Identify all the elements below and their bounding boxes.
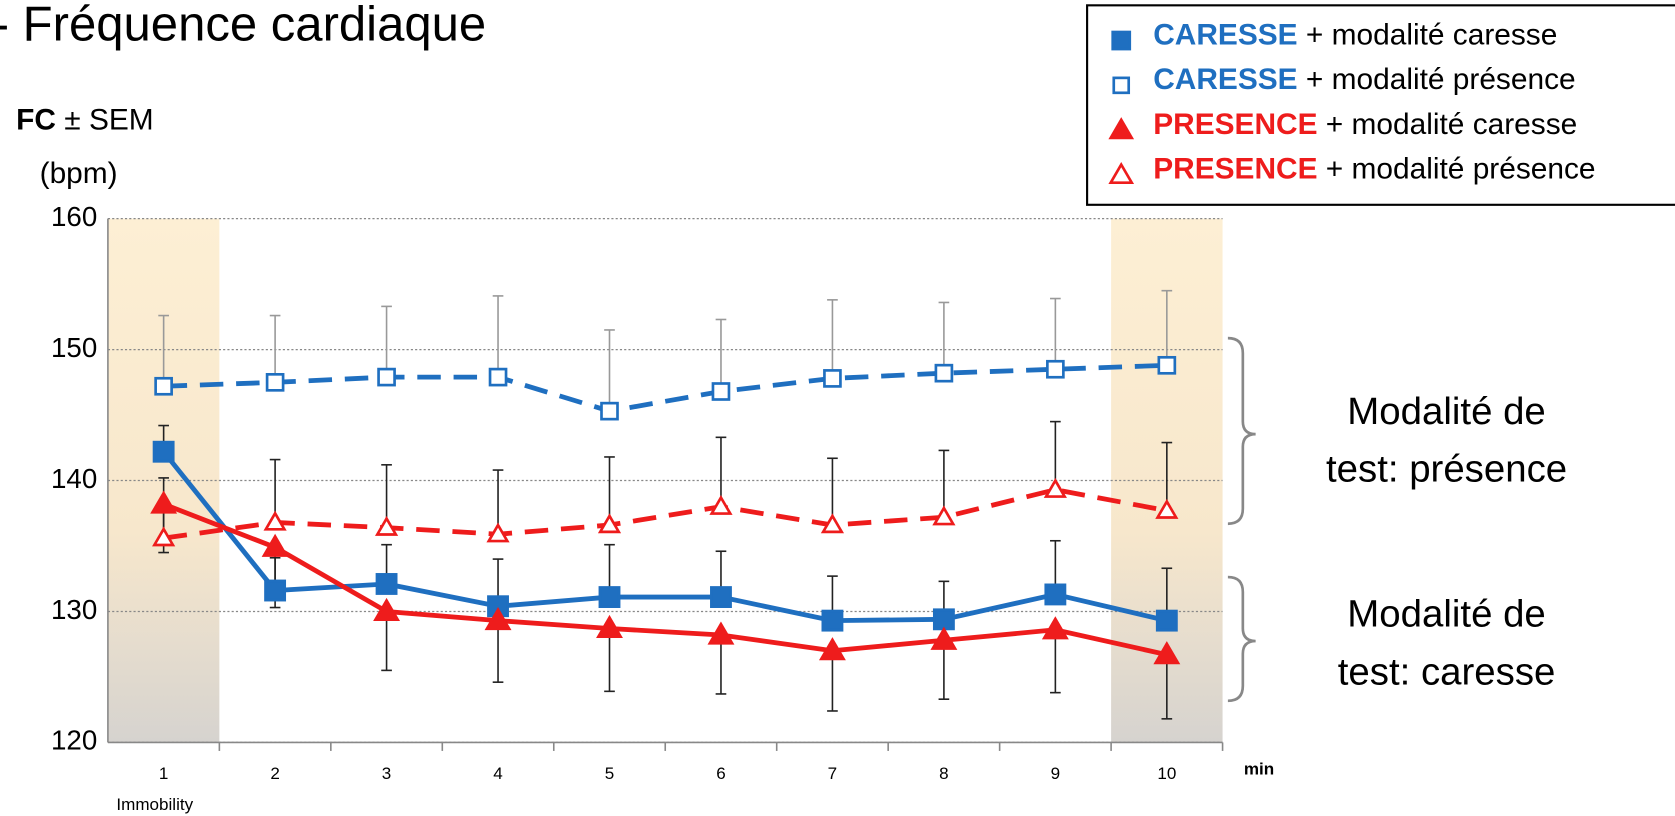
marker xyxy=(597,513,622,534)
y-tick-label: 120 xyxy=(51,725,97,756)
marker xyxy=(1153,641,1181,665)
marker xyxy=(1157,355,1177,375)
marker xyxy=(1111,30,1132,51)
series-line xyxy=(161,450,1168,624)
marker xyxy=(932,505,956,526)
marker xyxy=(154,376,173,396)
x-tick-label: 1 xyxy=(159,764,168,783)
annotation: test: présence xyxy=(1326,448,1567,491)
marker xyxy=(261,533,289,557)
y-tick-label: 130 xyxy=(51,594,97,625)
chart-title: - Fréquence cardiaque xyxy=(0,0,486,52)
marker xyxy=(263,510,287,531)
x-note: Immobility xyxy=(116,795,193,814)
x-tick-label: 3 xyxy=(382,764,391,783)
marker xyxy=(264,579,287,602)
x-axis-label: min xyxy=(1244,760,1274,779)
x-tick-label: 6 xyxy=(716,764,725,783)
marker xyxy=(934,363,954,383)
marker xyxy=(1108,161,1135,185)
brace xyxy=(1227,575,1256,703)
legend-label: CARESSE + modalité caresse xyxy=(1153,18,1557,51)
legend-suffix: + modalité caresse xyxy=(1326,108,1577,141)
y-axis-label-rest: ± SEM xyxy=(64,103,153,136)
marker xyxy=(1155,609,1178,632)
legend-suffix: + modalité caresse xyxy=(1306,18,1557,51)
marker xyxy=(484,607,512,631)
marker xyxy=(707,621,735,645)
marker xyxy=(1044,583,1067,606)
annotation: Modalité de xyxy=(1347,593,1545,636)
y-axis-label-bold: FC xyxy=(16,103,56,136)
marker xyxy=(1108,117,1135,140)
marker xyxy=(818,637,846,661)
x-tick-label: 2 xyxy=(270,764,279,783)
x-tick-label: 5 xyxy=(605,764,614,783)
marker xyxy=(930,626,958,650)
marker xyxy=(821,609,844,632)
series-line xyxy=(163,487,1168,541)
legend-suffix: + modalité présence xyxy=(1306,63,1576,96)
legend-name: PRESENCE xyxy=(1153,153,1317,186)
marker xyxy=(150,490,178,514)
marker xyxy=(711,382,731,401)
marker xyxy=(1112,76,1131,95)
marker xyxy=(1046,359,1065,379)
legend-label: CARESSE + modalité présence xyxy=(1153,63,1575,96)
marker xyxy=(374,515,399,536)
annotation: Modalité de xyxy=(1347,390,1545,433)
marker xyxy=(1043,477,1067,498)
marker xyxy=(152,440,175,463)
marker xyxy=(265,373,285,392)
marker xyxy=(1155,498,1179,519)
y-axis-unit: (bpm) xyxy=(40,157,118,190)
legend-name: PRESENCE xyxy=(1153,108,1317,141)
marker xyxy=(377,367,396,387)
annotation: test: caresse xyxy=(1338,650,1556,693)
series-line xyxy=(162,501,1168,658)
legend-box xyxy=(1086,4,1675,206)
legend-label: PRESENCE + modalité caresse xyxy=(1153,108,1577,141)
series-line xyxy=(163,362,1167,414)
marker xyxy=(932,608,955,631)
x-tick-label: 10 xyxy=(1157,764,1176,783)
legend-label: PRESENCE + modalité présence xyxy=(1153,153,1595,186)
marker xyxy=(596,614,623,639)
y-tick-label: 150 xyxy=(51,332,97,363)
marker xyxy=(486,522,510,543)
legend-name: CARESSE xyxy=(1153,18,1297,51)
x-tick-label: 7 xyxy=(828,764,837,783)
marker xyxy=(375,573,398,595)
marker xyxy=(820,513,845,534)
x-tick-label: 8 xyxy=(939,764,948,783)
legend-suffix: + modalité présence xyxy=(1326,153,1596,186)
legend-name: CARESSE xyxy=(1153,63,1297,96)
y-axis-label: FC ± SEM xyxy=(16,103,153,136)
x-tick-label: 4 xyxy=(493,764,502,783)
marker xyxy=(823,369,842,388)
marker xyxy=(600,401,619,421)
y-tick-label: 160 xyxy=(51,201,97,232)
marker xyxy=(152,526,176,547)
marker xyxy=(710,586,732,608)
marker xyxy=(1041,616,1069,640)
y-tick-label: 140 xyxy=(51,463,97,494)
marker xyxy=(373,597,401,622)
marker xyxy=(709,494,733,515)
x-tick-label: 9 xyxy=(1051,764,1060,783)
marker xyxy=(598,586,621,608)
brace xyxy=(1227,336,1256,526)
marker xyxy=(488,367,508,387)
